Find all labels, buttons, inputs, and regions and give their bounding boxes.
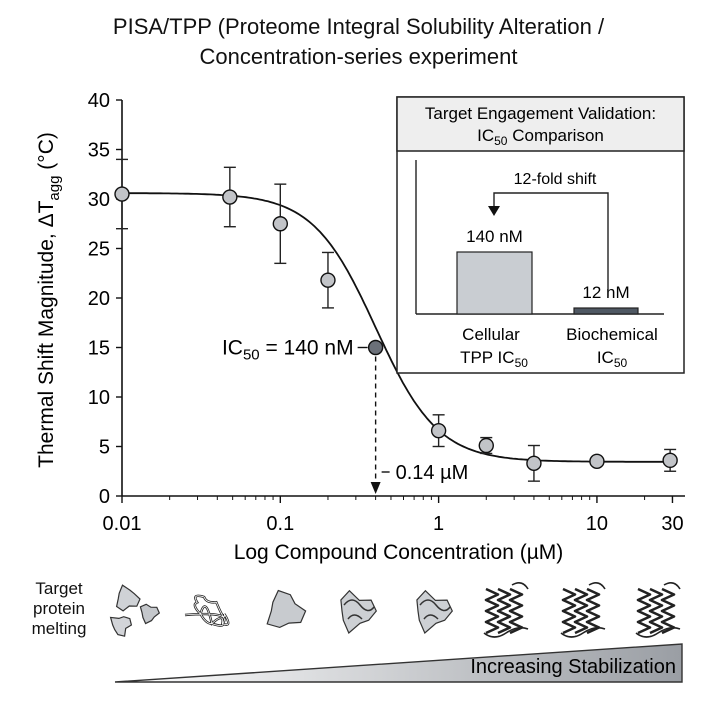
y-axis-label: Thermal Shift Magnitude, ΔTagg (°C) [35, 132, 63, 468]
inset-category-subscript: 50 [515, 356, 529, 370]
inset-bar-value-label: 12 nM [582, 283, 629, 302]
helix-loops [483, 581, 529, 638]
x-tick-label: 0.1 [266, 513, 294, 535]
y-tick-label: 15 [88, 338, 110, 360]
inset-title-line-2: IC50 Comparison [477, 126, 604, 148]
y-tick-label: 25 [88, 239, 110, 261]
data-point [430, 422, 447, 439]
inset-title-ic: IC [477, 126, 494, 145]
inset-bar [456, 251, 533, 315]
partial-fold-strands [419, 599, 451, 620]
protein-blob-shape [340, 589, 378, 634]
ic50-data-point [367, 339, 384, 356]
chart-title-line-2: Concentration-series experiment [199, 44, 518, 69]
data-point [114, 186, 130, 202]
stabilization-wedge [114, 643, 683, 683]
y-tick-label: 20 [88, 288, 110, 310]
data-point [589, 453, 605, 470]
helix-strand [648, 587, 664, 635]
inset-title-line-1: Target Engagement Validation: [425, 104, 656, 123]
y-tick-label: 0 [99, 486, 110, 508]
y-axis-label-delta: ΔT [35, 200, 58, 227]
protein-blob-shape [115, 584, 141, 612]
folded-helix-icon [483, 581, 529, 638]
data-point [222, 189, 238, 205]
partially-folded-icon [340, 589, 378, 634]
inset-category-prefix: TPP IC [460, 348, 514, 367]
helix-strand [585, 587, 601, 635]
helix-strand [561, 587, 577, 635]
inset-category-label-line-2: IC50 [597, 348, 628, 370]
inset-title-subscript: 50 [494, 134, 508, 148]
shift-label: 12-fold shift [514, 171, 597, 188]
helix-loops [560, 581, 606, 638]
helix-strand [496, 587, 512, 635]
x-tick-label: 0.01 [103, 513, 142, 535]
protein-melting-label-line-3: melting [31, 619, 87, 638]
helix-strand [484, 587, 500, 635]
x-tick-label: 30 [661, 513, 683, 535]
unfolded-chain-icon [184, 594, 230, 627]
plot-area: 0 5 10 15 20 25 30 35 40 0.01 0.1 1 10 30 Log Compound… [35, 90, 685, 564]
protein-blob-shape [266, 589, 307, 629]
inset-bar [573, 307, 639, 315]
helix-strand [636, 587, 652, 635]
inset-category-label-line-1: Cellular [462, 325, 520, 344]
shift-connector [493, 192, 609, 296]
aggregated-blob-icon [266, 589, 307, 629]
inset-bar-value-label: 140 nM [466, 227, 523, 246]
bottom-panel: Increasing Stabilization [109, 581, 683, 683]
helix-loops [635, 581, 681, 638]
protein-blob-shape [416, 589, 454, 634]
protein-melting-label-line-1: Target [35, 579, 83, 598]
partial-fold-strands [343, 599, 375, 620]
x-axis-label: Log Compound Concentration (µM) [234, 541, 564, 564]
y-tick-label: 40 [88, 90, 110, 112]
inset-category-subscript: 50 [614, 356, 628, 370]
ic50-annotation-prefix: IC [222, 337, 243, 360]
inset-title-suffix: Comparison [507, 126, 603, 145]
unfolded-chain-highlight [184, 595, 229, 626]
chart-title-line-1: PISA/TPP (Proteome Integral Solubility A… [112, 14, 605, 39]
data-point [320, 272, 336, 288]
x-tick-label: 1 [433, 513, 444, 535]
protein-blob-shape [139, 603, 161, 625]
stabilization-label: Increasing Stabilization [470, 656, 676, 678]
partially-folded-icon [416, 589, 454, 634]
helix-strand [660, 587, 676, 635]
inset-category-prefix: IC [597, 348, 614, 367]
inset-header [396, 96, 685, 152]
data-point [662, 452, 678, 469]
y-axis-label-unit: (°C) [35, 132, 58, 175]
y-tick-label: 30 [88, 189, 110, 211]
y-axis-label-subscript: agg [46, 176, 63, 201]
inset-category-label-line-2: TPP IC50 [460, 348, 528, 370]
shift-arrowhead [488, 206, 500, 216]
helix-strand [508, 587, 524, 635]
y-axis-label-text: Thermal Shift Magnitude, [35, 227, 58, 467]
y-tick-label: 5 [99, 437, 110, 459]
aggregated-blob-icon [109, 584, 161, 637]
protein-blob-shape [109, 616, 133, 637]
data-point [526, 455, 542, 472]
ic50-um-annotation: 0.14 µM [396, 462, 469, 484]
ic50-annotation-suffix: = 140 nM [260, 337, 354, 360]
data-point [272, 216, 289, 232]
inset-bar-chart: Target Engagement Validation:IC50 Compar… [396, 96, 685, 374]
protein-melting-label: Target protein melting [14, 579, 104, 639]
folded-helix-icon [635, 581, 681, 638]
y-tick-label: 35 [88, 140, 110, 162]
ic50-annotation-subscript: 50 [243, 347, 260, 364]
data-point [478, 437, 494, 454]
inset-category-label-line-1: Biochemical [566, 325, 658, 344]
folded-helix-icon [560, 581, 606, 638]
protein-melting-label-line-2: protein [33, 599, 85, 618]
x-tick-label: 10 [586, 513, 608, 535]
y-tick-label: 10 [88, 387, 110, 409]
ic50-arrowhead [370, 482, 381, 494]
helix-strand [573, 587, 589, 635]
ic50-annotation: IC50 = 140 nM [222, 337, 354, 364]
